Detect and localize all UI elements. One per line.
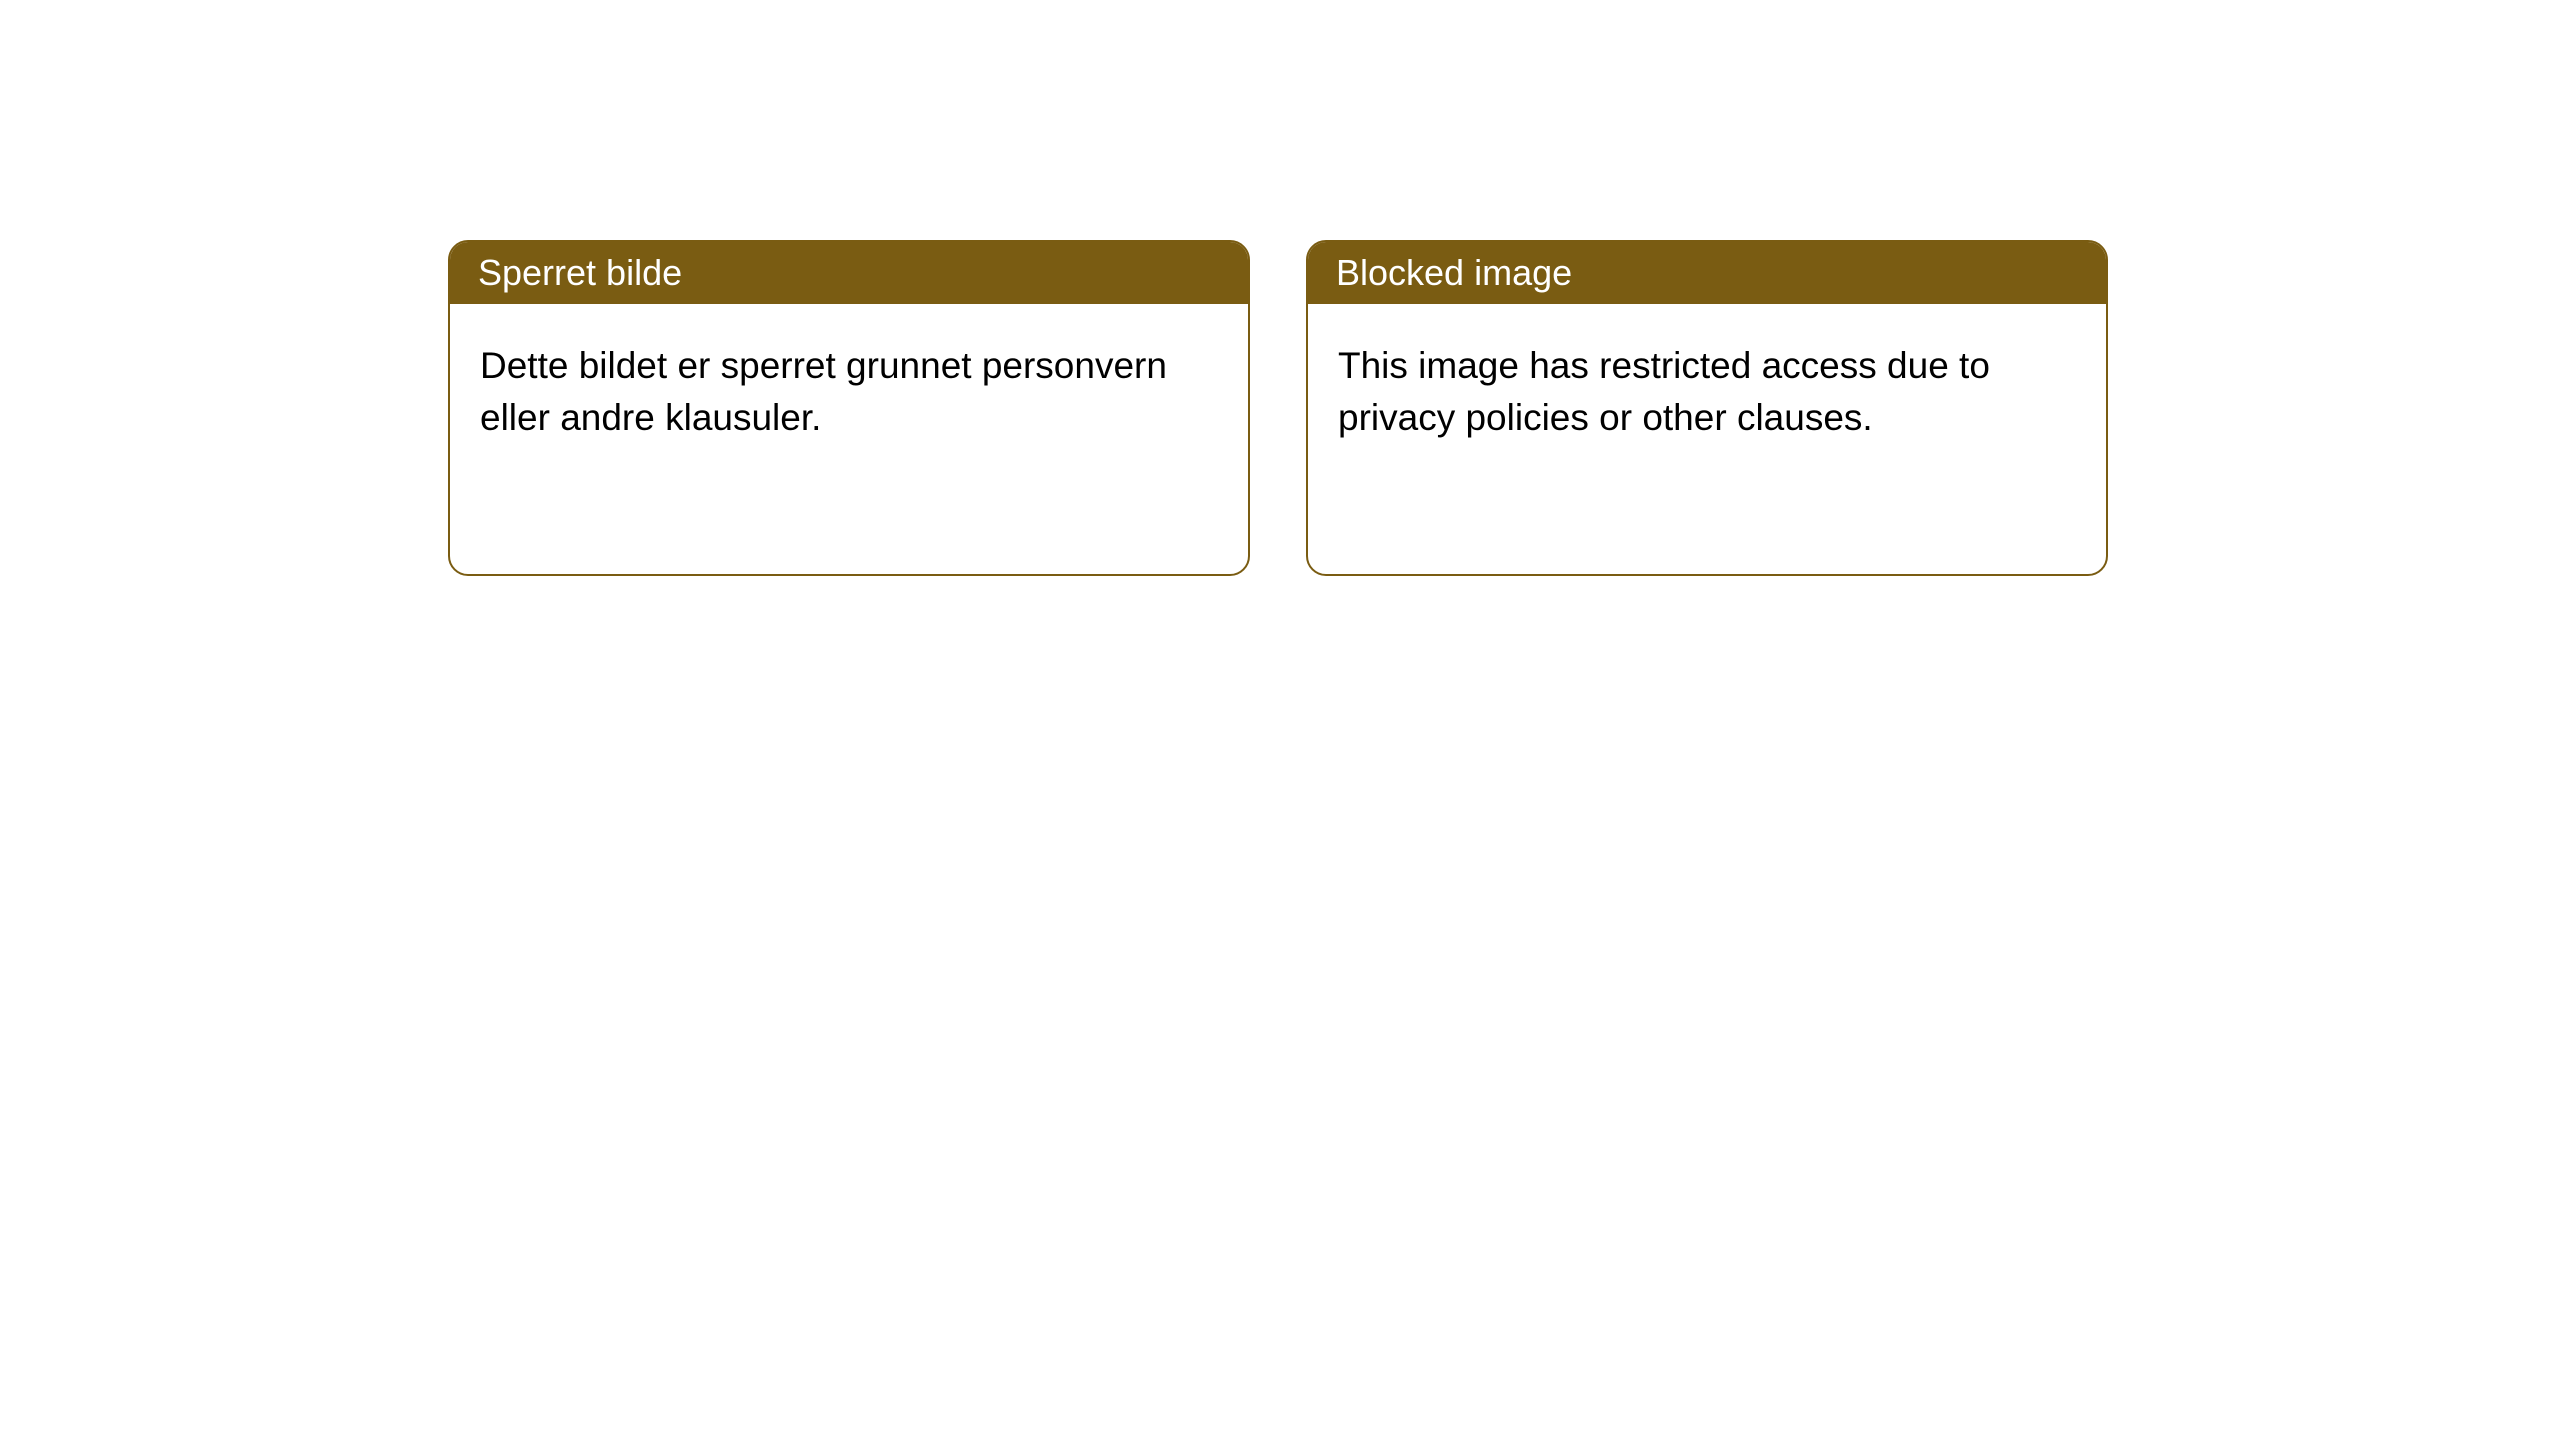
card-header: Sperret bilde	[450, 242, 1248, 304]
card-body-text: This image has restricted access due to …	[1338, 345, 1990, 438]
card-header: Blocked image	[1308, 242, 2106, 304]
card-body-text: Dette bildet er sperret grunnet personve…	[480, 345, 1167, 438]
card-title: Blocked image	[1336, 252, 1572, 293]
cards-container: Sperret bilde Dette bildet er sperret gr…	[448, 240, 2108, 576]
card-english: Blocked image This image has restricted …	[1306, 240, 2108, 576]
card-body: This image has restricted access due to …	[1308, 304, 2106, 474]
card-title: Sperret bilde	[478, 252, 682, 293]
card-norwegian: Sperret bilde Dette bildet er sperret gr…	[448, 240, 1250, 576]
card-body: Dette bildet er sperret grunnet personve…	[450, 304, 1248, 474]
